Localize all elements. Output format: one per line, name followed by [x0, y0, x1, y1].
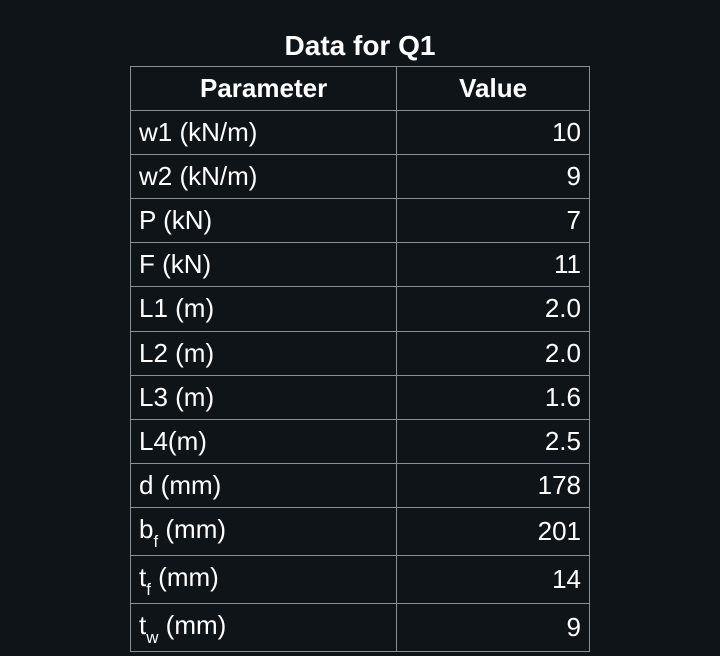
table-row: w2 (kN/m)9 [131, 155, 590, 199]
table-row: bf (mm)201 [131, 507, 590, 555]
col-header-value: Value [397, 67, 590, 111]
value-cell: 10 [397, 111, 590, 155]
param-cell: tf (mm) [131, 555, 397, 603]
value-cell: 2.5 [397, 419, 590, 463]
param-cell: L3 (m) [131, 375, 397, 419]
value-cell: 2.0 [397, 287, 590, 331]
col-header-parameter: Parameter [131, 67, 397, 111]
table-row: L2 (m)2.0 [131, 331, 590, 375]
table-header-row: Parameter Value [131, 67, 590, 111]
value-cell: 178 [397, 463, 590, 507]
param-cell: d (mm) [131, 463, 397, 507]
table-title: Data for Q1 [130, 30, 590, 62]
data-table: Parameter Value w1 (kN/m)10w2 (kN/m)9P (… [130, 66, 590, 652]
value-cell: 11 [397, 243, 590, 287]
table-row: w1 (kN/m)10 [131, 111, 590, 155]
table-row: L1 (m)2.0 [131, 287, 590, 331]
table-row: L4(m)2.5 [131, 419, 590, 463]
param-cell: bf (mm) [131, 507, 397, 555]
table-row: L3 (m)1.6 [131, 375, 590, 419]
param-cell: tw (mm) [131, 603, 397, 651]
value-cell: 9 [397, 155, 590, 199]
param-cell: L1 (m) [131, 287, 397, 331]
value-cell: 1.6 [397, 375, 590, 419]
table-row: tf (mm)14 [131, 555, 590, 603]
value-cell: 7 [397, 199, 590, 243]
param-cell: w2 (kN/m) [131, 155, 397, 199]
table-row: d (mm)178 [131, 463, 590, 507]
param-cell: P (kN) [131, 199, 397, 243]
param-cell: F (kN) [131, 243, 397, 287]
table-row: F (kN)11 [131, 243, 590, 287]
param-cell: L2 (m) [131, 331, 397, 375]
value-cell: 9 [397, 603, 590, 651]
table-row: tw (mm)9 [131, 603, 590, 651]
value-cell: 2.0 [397, 331, 590, 375]
param-cell: w1 (kN/m) [131, 111, 397, 155]
param-cell: L4(m) [131, 419, 397, 463]
value-cell: 201 [397, 507, 590, 555]
value-cell: 14 [397, 555, 590, 603]
table-row: P (kN)7 [131, 199, 590, 243]
